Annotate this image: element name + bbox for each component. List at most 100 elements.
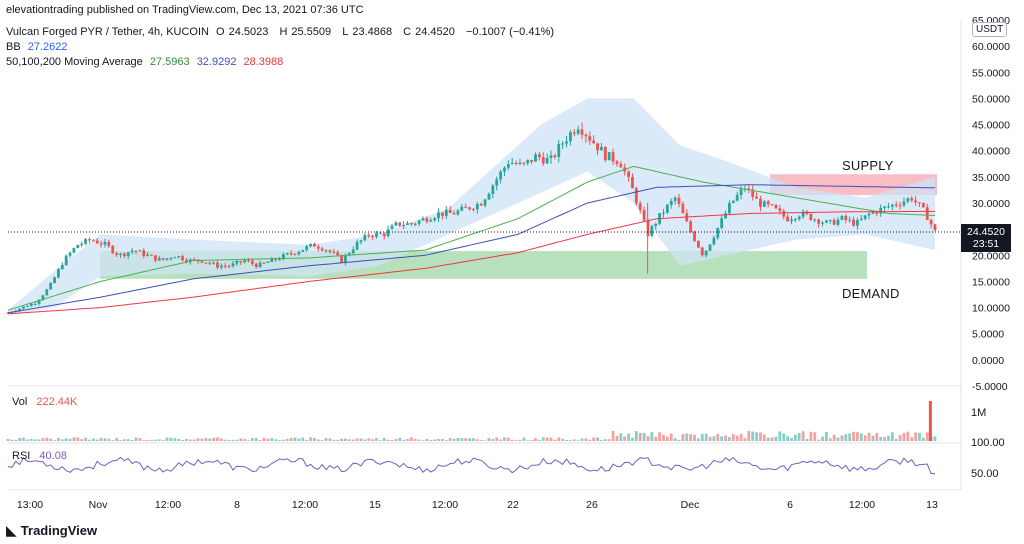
volume-bar — [530, 440, 534, 441]
volume-bar — [169, 437, 173, 441]
candle-body — [475, 204, 479, 210]
candle-body — [569, 132, 572, 142]
ma-legend[interactable]: 50,100,200 Moving Average 27.5963 32.929… — [6, 56, 287, 68]
candle-body — [615, 161, 619, 164]
volume-bar — [281, 439, 285, 441]
volume-bar — [10, 439, 14, 441]
volume-bar — [472, 438, 475, 441]
volume-bar — [879, 437, 883, 441]
candle-body — [596, 143, 599, 151]
candle-body — [801, 211, 805, 217]
candle-body — [250, 260, 254, 264]
candle-body — [607, 152, 611, 161]
volume-bar — [235, 439, 239, 441]
candle-body — [894, 204, 898, 206]
volume-bar — [378, 440, 382, 441]
volume-bar — [503, 437, 506, 441]
candle-body — [910, 198, 914, 201]
x-tick-label: 26 — [586, 499, 598, 511]
candle-body — [747, 188, 751, 190]
volume-bar — [429, 440, 433, 441]
volume-bar — [91, 438, 95, 441]
volume-bar — [386, 439, 390, 441]
bb-legend[interactable]: BB 27.2622 — [6, 41, 72, 53]
candle-body — [700, 247, 704, 256]
candle-body — [580, 129, 584, 135]
volume-bar — [766, 437, 770, 441]
rsi-legend[interactable]: RSI 40.08 — [12, 450, 67, 462]
volume-bar — [29, 439, 33, 441]
volume-bar — [918, 432, 921, 441]
candle-body — [468, 207, 471, 210]
candle-body — [270, 258, 274, 263]
volume-bar — [716, 433, 720, 441]
x-tick-label: 6 — [787, 499, 793, 511]
ma100-value: 32.9292 — [196, 56, 237, 68]
x-tick-label: 8 — [234, 499, 240, 511]
volume-bar — [468, 438, 471, 441]
y-tick-label: 15.0000 — [972, 276, 1010, 288]
candle-body — [390, 225, 394, 230]
candle-body — [642, 210, 646, 221]
x-tick-label: 13 — [926, 499, 938, 511]
volume-bar — [60, 439, 64, 441]
candle-body — [309, 243, 312, 247]
volume-bar — [557, 437, 561, 441]
candle-body — [495, 179, 499, 186]
symbol-legend: Vulcan Forged PYR / Tether, 4h, KUCOIN O… — [6, 26, 558, 38]
tradingview-logo-text: TradingView — [20, 523, 98, 538]
volume-bar — [157, 439, 161, 441]
tradingview-logo[interactable]: ◣ TradingView — [6, 522, 97, 539]
candle-body — [169, 258, 173, 260]
candle-body — [510, 162, 514, 164]
candle-body — [634, 188, 638, 204]
candle-body — [665, 204, 669, 213]
volume-bar — [883, 437, 886, 441]
candle-body — [25, 306, 29, 308]
volume-bar — [708, 436, 712, 441]
volume-bar — [146, 439, 150, 441]
volume-bar — [122, 439, 126, 441]
volume-bar — [824, 431, 828, 441]
volume-bar — [119, 440, 122, 441]
volume-bar — [793, 434, 797, 441]
candle-body — [673, 197, 677, 201]
candle-body — [844, 215, 848, 220]
volume-bar — [460, 438, 464, 441]
candle-body — [49, 283, 53, 290]
ma-label: 50,100,200 Moving Average — [6, 56, 143, 68]
volume-bar — [541, 437, 545, 441]
volume-bar — [68, 438, 72, 441]
candle-body — [464, 206, 468, 208]
volume-bar — [6, 438, 10, 441]
ma50-value: 27.5963 — [149, 56, 190, 68]
y-tick-label: 30.0000 — [972, 198, 1010, 210]
volume-bar — [898, 434, 902, 441]
candle-body — [103, 241, 107, 245]
candle-body — [305, 246, 309, 250]
volume-legend[interactable]: Vol 222.44K — [12, 396, 77, 408]
candle-body — [859, 218, 863, 221]
volume-bar — [285, 438, 289, 441]
candle-body — [332, 251, 336, 253]
volume-bar — [309, 437, 312, 441]
x-tick-label: Dec — [681, 499, 700, 511]
candle-body — [553, 155, 557, 158]
candle-body — [638, 203, 642, 211]
volume-bar — [367, 438, 371, 441]
candle-body — [728, 202, 731, 214]
volume-bar — [390, 440, 394, 441]
volume-bar — [662, 434, 665, 441]
volume-bar — [759, 432, 762, 441]
candle-body — [441, 212, 444, 216]
candle-body — [452, 212, 456, 215]
volume-bar — [863, 435, 867, 441]
volume-bar — [239, 438, 243, 441]
candle-body — [879, 207, 883, 214]
volume-bar — [623, 436, 627, 441]
volume-bar — [770, 437, 774, 441]
volume-bar — [518, 439, 522, 441]
candle-body — [107, 241, 111, 247]
currency-badge[interactable]: USDT — [972, 22, 1008, 37]
